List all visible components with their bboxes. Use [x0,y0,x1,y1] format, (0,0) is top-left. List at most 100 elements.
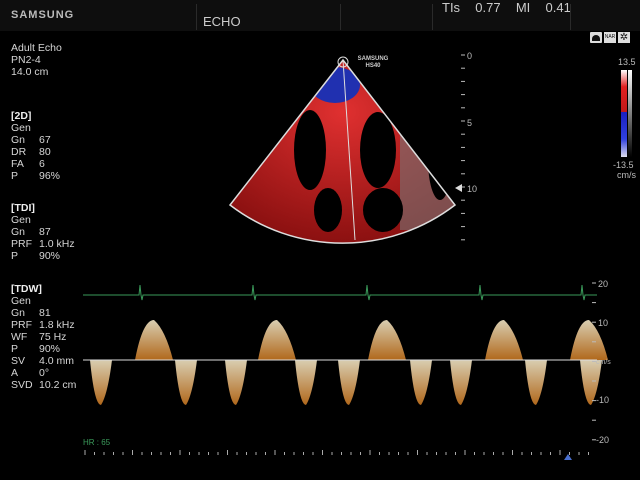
param-row: Gn 67 [11,134,60,146]
spectrum-wave [525,360,547,405]
param-key: SV [11,355,26,367]
focus-marker-icon [455,184,462,192]
doppler-spectrum [90,320,608,405]
probe-icon[interactable] [590,32,602,43]
brand-logo: SAMSUNG [11,9,75,21]
spectrum-wave [410,360,432,405]
param-value: 4.0 mm [39,355,75,367]
param-key: P [11,170,19,182]
spectrum-wave [175,360,197,405]
param-section: [TDW] Gen Gn 81 PRF 1.8 kHz WF 75 Hz P 90% SV 4.0 m… [11,283,76,391]
sector-outline [228,58,457,244]
param-row: Gn 81 [11,307,76,319]
color-bar-positive [621,70,627,112]
doppler-scale [592,282,596,441]
param-row: FA 6 [11,158,60,170]
heart-rate: HR : 65 [83,438,111,447]
param-value: 81 [39,307,51,319]
section-title: [2D] [11,110,32,122]
param-key: P [11,250,19,262]
mode-label: ECHO [203,14,241,29]
color-doppler-sector [230,60,455,244]
color-max: 13.5 [618,57,636,67]
param-key: Gen [11,214,31,226]
acoustic-indices: TIs 0.77 MI 0.41 [442,0,571,15]
param-value: 0° [39,367,50,379]
doppler-label-neg20: -20 [596,435,609,445]
param-value: 90% [39,343,61,355]
color-unit: cm/s [617,170,636,180]
param-row: PRF 1.8 kHz [11,319,76,331]
settings-gear-icon[interactable]: ✲ [618,32,630,43]
spectrum-wave [570,320,608,360]
param-key: Gn [11,134,26,146]
doppler-unit: cm/s [596,359,611,366]
param-key: PRF [11,319,32,331]
param-key: SVD [11,379,33,391]
param-row: P 96% [11,170,60,182]
param-key: PRF [11,238,32,250]
tis-label: TIs [442,0,461,15]
spectrum-wave [485,320,523,360]
spectrum-wave [295,360,317,405]
param-row: SVD 10.2 cm [11,379,76,391]
param-value: 67 [39,134,51,146]
param-row: WF 75 Hz [11,331,76,343]
probe-info: Adult Echo PN2-4 14.0 cm [11,42,62,78]
param-value: 10.2 cm [39,379,77,391]
param-value: 96% [39,170,61,182]
param-key: Gen [11,122,31,134]
param-row: Gen [11,214,75,226]
param-key: FA [11,158,24,170]
param-row: Gn 87 [11,226,75,238]
sweep-marker-icon [564,454,572,460]
param-value: 87 [39,226,51,238]
doppler-label-neg10: -10 [596,395,609,405]
param-key: DR [11,146,27,158]
status-icons: NAR ✲ [590,32,630,43]
param-row: DR 80 [11,146,60,158]
sector-logo-line2: HS40 [365,63,381,69]
param-section: [2D] Gen Gn 67 DR 80 FA 6 P 96% [11,110,60,182]
top-bar: SAMSUNG ECHO TIs 0.77 MI 0.41 [0,0,640,31]
param-value: 90% [39,250,61,262]
param-section: [TDI] Gen Gn 87 PRF 1.0 kHz P 90% [11,202,75,262]
sector-logo-line1: SAMSUNG [358,56,389,62]
mi-label: MI [515,0,531,15]
param-row: SV 4.0 mm [11,355,76,367]
spectrum-wave [90,360,112,405]
color-bar-negative [621,112,627,157]
section-title: [TDI] [11,202,35,214]
section-title: [TDW] [11,283,42,295]
param-key: Gen [11,295,31,307]
mi-value: 0.41 [545,0,571,15]
color-min: -13.5 [613,160,634,170]
param-row: Gen [11,295,76,307]
spectrum-wave [258,320,296,360]
param-value: 6 [39,158,45,170]
tis-value: 0.77 [475,0,501,15]
param-key: Gn [11,226,26,238]
depth-label-0: 0 [467,51,472,61]
param-value: 1.0 kHz [39,238,75,250]
depth-label-10: 10 [467,184,477,194]
probe-label: PN2-4 [11,54,41,66]
preset-label: Adult Echo [11,42,62,54]
nar-icon[interactable]: NAR [604,32,616,43]
orientation-marker [337,56,349,68]
param-row: Gen [11,122,60,134]
param-value: 80 [39,146,51,158]
param-key: Gn [11,307,26,319]
param-row: P 90% [11,343,76,355]
param-row: A 0° [11,367,76,379]
doppler-label-20: 20 [598,279,608,289]
tissue-gray-bar [628,70,632,157]
spectrum-wave [368,320,406,360]
param-row: PRF 1.0 kHz [11,238,75,250]
param-value: 75 Hz [39,331,67,343]
spectrum-wave [338,360,360,405]
param-value: 1.8 kHz [39,319,75,331]
spectrum-wave [580,360,602,405]
param-key: A [11,367,19,379]
